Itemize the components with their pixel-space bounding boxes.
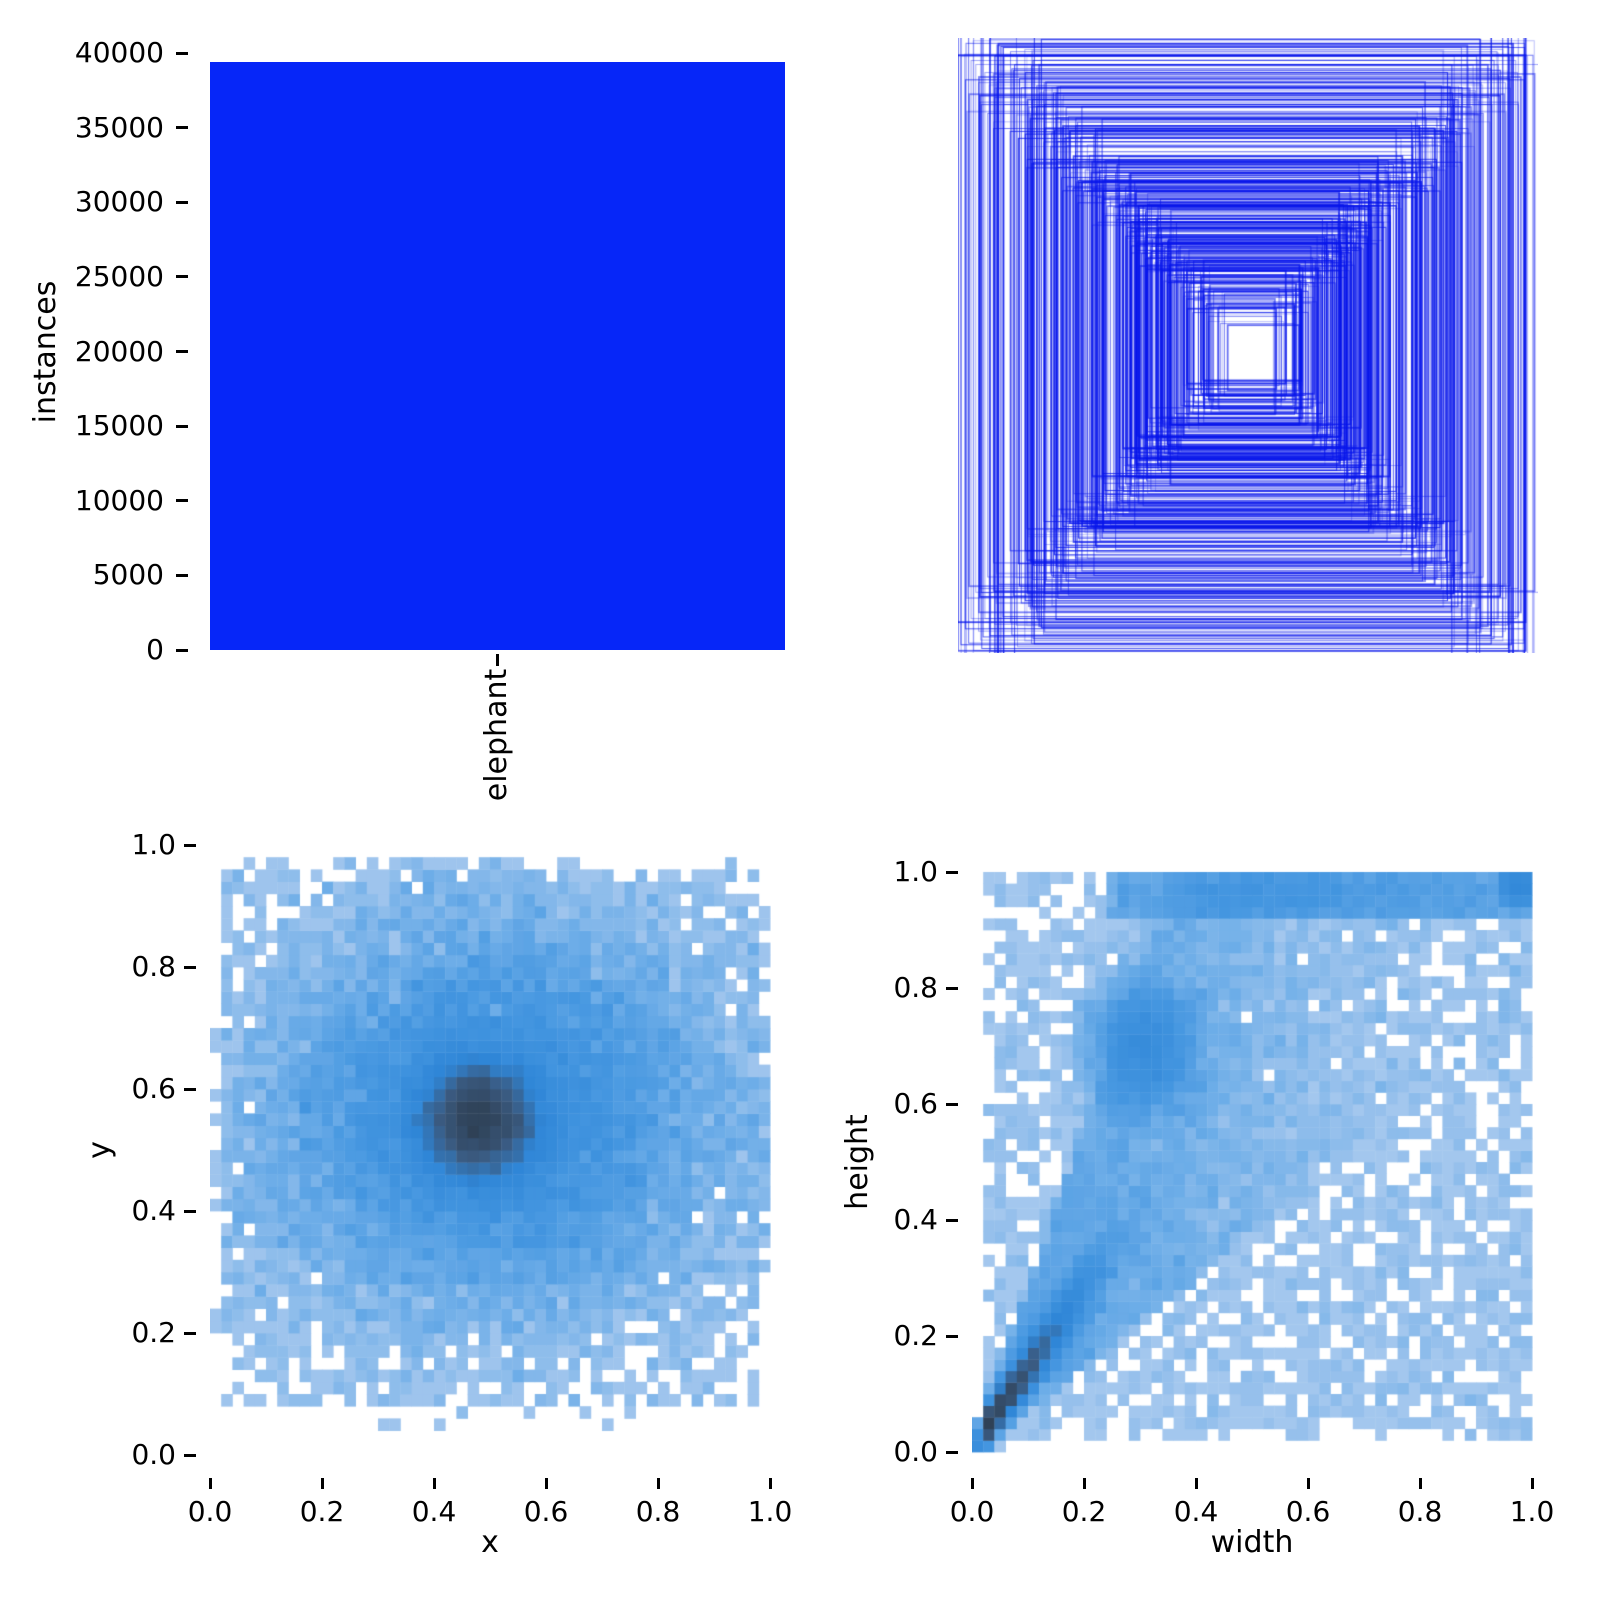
tick-mark [184,1087,196,1091]
tick-mark [970,1478,974,1489]
tick-label: 0.0 [949,1495,995,1528]
tick-label: 10000 [74,483,164,517]
tick-label: 1.0 [131,828,176,861]
boxes-canvas [958,38,1538,653]
tick-mark [176,424,188,428]
tick-mark [176,51,188,55]
tick-mark [176,648,188,652]
tick-label: 0.6 [893,1087,938,1120]
tick-mark [184,1209,196,1213]
tick-mark [495,654,499,666]
tick-label: 40000 [74,36,164,69]
tick-label: 0.0 [131,1438,176,1471]
tick-mark [176,200,188,204]
tick-mark [946,1450,958,1454]
elephant-bar [210,61,785,650]
tick-label: 0.8 [893,971,938,1004]
tick-mark [184,965,196,969]
tick-mark [946,1102,958,1106]
tick-label: 0.4 [411,1495,457,1528]
tick-label: 1.0 [1509,1495,1555,1528]
tick-label: 0.6 [131,1072,176,1105]
xy-heatmap-canvas [210,839,771,1461]
tick-mark [184,1453,196,1457]
wh-xlabel: width [1210,1525,1294,1560]
tick-label: 1.0 [893,855,938,888]
tick-label: 0.2 [131,1316,176,1349]
tick-mark [176,499,188,503]
tick-label: 0.6 [523,1495,569,1528]
tick-label: 1.0 [747,1495,793,1528]
tick-mark [1418,1478,1422,1489]
tick-mark [176,573,188,577]
tick-label: 15000 [74,409,164,443]
tick-label: 25000 [74,259,164,293]
tick-label: 0.8 [635,1495,681,1528]
tick-label: 0.2 [893,1319,938,1352]
tick-mark [768,1478,772,1489]
tick-mark [320,1478,324,1489]
tick-mark [208,1478,212,1489]
tick-label: 0.2 [1061,1495,1107,1528]
tick-mark [946,1218,958,1222]
tick-label: 35000 [74,110,164,144]
tick-mark [1194,1478,1198,1489]
tick-mark [184,1331,196,1335]
tick-mark [1306,1478,1310,1489]
tick-mark [1530,1478,1534,1489]
tick-mark [1082,1478,1086,1489]
xy-xlabel: x [481,1525,499,1560]
tick-label: 0.8 [131,950,176,983]
tick-mark [946,870,958,874]
tick-label: 20000 [74,334,164,368]
tick-mark [946,986,958,990]
tick-label: 0.6 [1285,1495,1331,1528]
tick-mark [176,275,188,279]
wh-heatmap-canvas [972,858,1533,1480]
tick-mark [946,1334,958,1338]
wh-ylabel: height [840,1114,875,1210]
tick-mark [176,126,188,130]
tick-label: 0.4 [131,1194,176,1227]
tick-mark [656,1478,660,1489]
tick-label: 30000 [74,185,164,219]
tick-label: 0 [146,633,164,666]
tick-label: 0.0 [187,1495,233,1528]
tick-mark [176,350,188,353]
bar-category-label: elephant [479,668,514,802]
tick-label: 0.0 [893,1435,938,1468]
tick-label: 0.2 [299,1495,345,1528]
xy-ylabel: y [82,1141,117,1159]
tick-mark [544,1478,548,1489]
tick-mark [184,843,196,847]
tick-label: 5000 [92,558,164,592]
tick-label: 0.4 [893,1203,938,1236]
tick-mark [432,1478,436,1489]
tick-label: 0.4 [1173,1495,1219,1528]
tick-label: 0.8 [1397,1495,1443,1528]
